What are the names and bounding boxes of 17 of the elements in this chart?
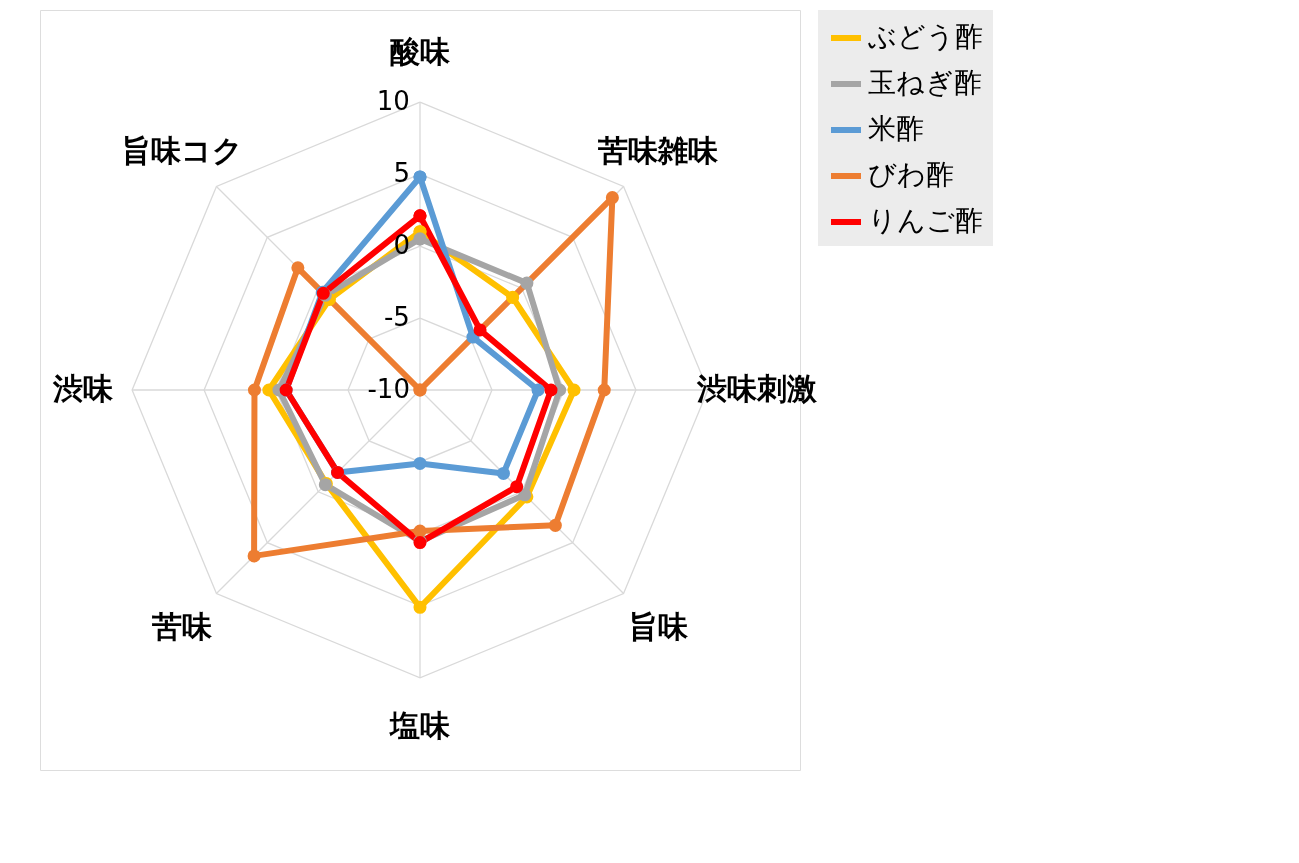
- spoke-label: 苦味雑味: [597, 132, 720, 168]
- spoke-label: 渋味: [52, 371, 115, 406]
- spoke-label: 渋味刺激: [695, 371, 818, 406]
- spoke-label: 酸味: [390, 34, 451, 70]
- y-tick-label: -10: [367, 374, 410, 404]
- legend-label: ぶどう酢: [868, 20, 983, 53]
- y-tick-label: 5: [393, 158, 410, 189]
- y-tick-label: -5: [383, 302, 410, 333]
- spoke-label: 旨味コク: [120, 132, 243, 168]
- spoke-label: 塩味: [389, 707, 451, 743]
- y-tick-label: 10: [376, 86, 410, 117]
- legend-label: りんご酢: [868, 204, 983, 237]
- legend-label: 玉ねぎ酢: [868, 66, 982, 99]
- legend-label: びわ酢: [868, 158, 954, 191]
- spoke-label: 苦味: [150, 609, 213, 645]
- legend-label: 米酢: [868, 112, 924, 145]
- spoke-label: 旨味: [628, 609, 690, 645]
